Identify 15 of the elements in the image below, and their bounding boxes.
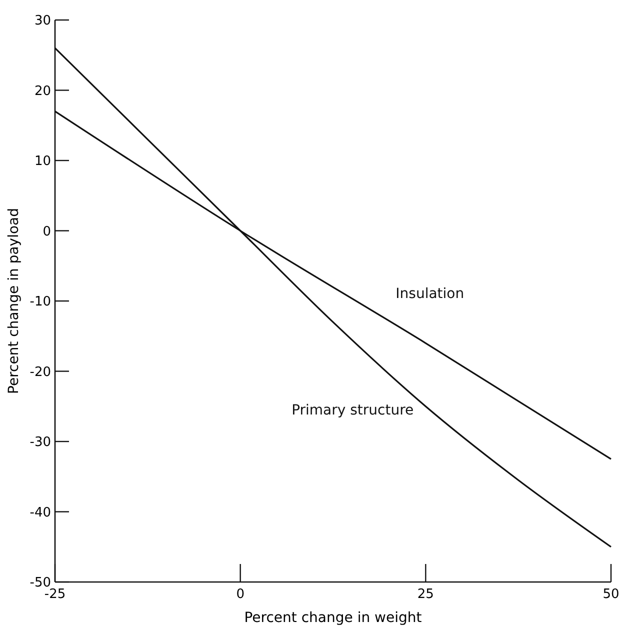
y-tick-label: -10: [30, 294, 51, 310]
y-tick-label: -20: [30, 364, 51, 380]
y-tick-label: 20: [34, 84, 51, 99]
x-tick-label: 50: [602, 587, 620, 602]
series-label: Insulation: [396, 286, 464, 302]
y-tick-label: -30: [30, 435, 51, 450]
y-axis-title: Percent change in payload: [6, 208, 22, 394]
series-label: Primary structure: [292, 402, 414, 418]
x-tick-label: 0: [236, 587, 244, 602]
y-tick-label: 10: [34, 154, 51, 170]
x-tick-label: 25: [417, 587, 434, 602]
x-axis-title: Percent change in weight: [244, 610, 422, 626]
y-tick-label: 0: [42, 224, 51, 240]
y-tick-label: -40: [30, 505, 51, 520]
y-tick-label: 30: [34, 14, 51, 29]
